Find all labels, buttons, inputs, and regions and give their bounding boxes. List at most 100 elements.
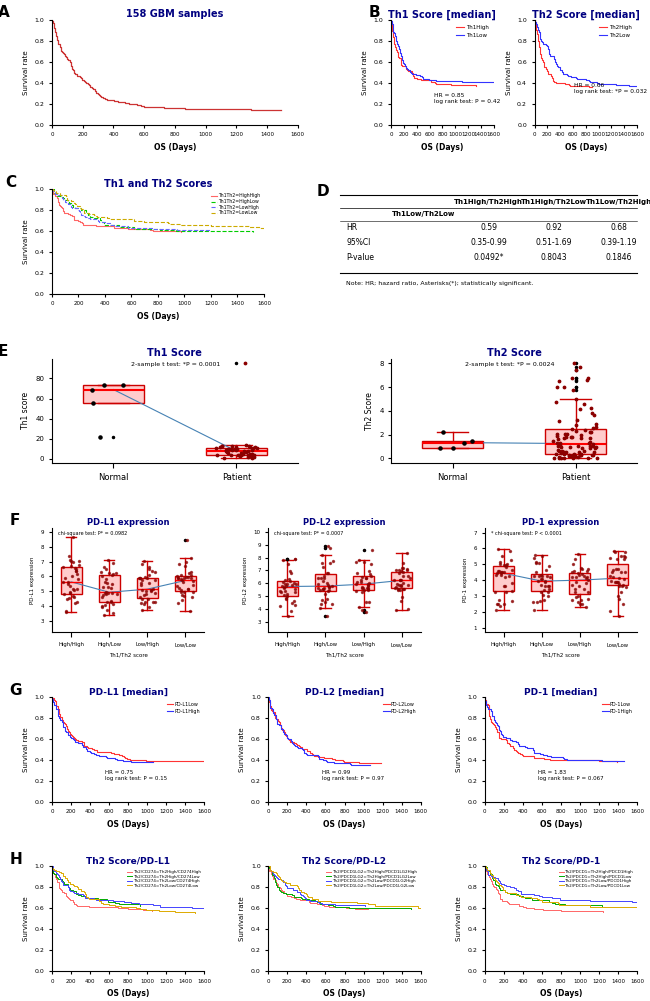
Th2/CD274=Th2Low/CD274Low <box>111 900 119 912</box>
Th2/PDCD1LG2=Th2Low/PDCD1LG2High <box>361 900 369 912</box>
Th2/CD274=Th2Low/CD274High <box>49 864 57 876</box>
Th2/CD274=Th2High/CD274High <box>58 886 66 898</box>
Th2/PDCD1LG2=Th2Low/PDCD1LG2High <box>318 898 326 910</box>
Th2/PDCD1=Th2High/PDCD1Low <box>496 882 504 894</box>
Th2/PDCD1=Th2Low/PDCD1High <box>482 862 489 874</box>
Point <box>150 585 160 601</box>
Th2/CD274=Th2Low/CD274High <box>77 888 85 900</box>
Th2/PDCD1LG2=Th2Low/PDCD1LG2High <box>277 874 285 886</box>
Point <box>227 438 237 454</box>
Th2/CD274=Th2Low/CD274High <box>49 865 57 877</box>
Point <box>97 568 107 584</box>
Th2/CD274=Th2Low/CD274High <box>69 886 77 898</box>
Th2/PDCD1=Th2Low/PDCD1High <box>481 861 489 873</box>
Th2/CD274=Th2High/CD274Low <box>58 875 66 887</box>
Th2/CD274=Th2Low/CD274High <box>127 897 135 909</box>
Point <box>212 446 222 462</box>
Th1Th2=LowHigh <box>68 200 75 212</box>
Point <box>351 584 361 600</box>
Th1Th2=HighHigh <box>55 196 62 208</box>
Point <box>554 443 564 459</box>
Point <box>398 582 409 598</box>
Th1Th2=HighLow <box>68 199 76 211</box>
Text: 0.68: 0.68 <box>611 223 628 232</box>
Th2/PDCD1=Th2Low/PDCD1High <box>482 864 490 876</box>
Th2/CD274=Th2High/CD274High <box>53 872 60 884</box>
Point <box>555 438 566 454</box>
Th2/PDCD1LG2=Th2High/PDCD1LG2High <box>274 879 281 891</box>
Text: 0.8043: 0.8043 <box>541 252 567 261</box>
Th1Th2=HighHigh <box>49 188 57 200</box>
Th2/PDCD1LG2=Th2Low/PDCD1LG2High <box>274 873 281 885</box>
Point <box>252 439 263 455</box>
Point <box>507 576 517 592</box>
Point <box>576 429 586 445</box>
Th2/CD274=Th2Low/CD274High <box>58 877 66 889</box>
Y-axis label: Survival rate: Survival rate <box>362 50 368 94</box>
Point <box>588 420 598 436</box>
Point <box>316 570 326 586</box>
Th1Th2=HighHigh <box>74 215 82 227</box>
Th1Th2=HighLow <box>64 195 72 207</box>
Th1Th2=HighHigh <box>53 193 61 205</box>
Point <box>101 572 111 588</box>
Th2/PDCD1=Th2Low/PDCD1High <box>535 890 543 902</box>
Th2/PDCD1=Th2High/PDCD1High <box>494 886 502 898</box>
Th1Th2=LowLow <box>245 221 253 233</box>
Point <box>500 585 511 601</box>
PathPatch shape <box>99 576 120 602</box>
Th2/PDCD1LG2=Th2High/PDCD1LG2High <box>283 890 291 902</box>
Th2/PDCD1=Th2High/PDCD1Low <box>497 884 504 896</box>
Point <box>570 585 580 601</box>
Point <box>102 595 112 611</box>
Point <box>608 562 618 578</box>
Point <box>140 594 150 610</box>
Point <box>397 555 408 571</box>
Th2/CD274=Th2High/CD274High <box>65 893 73 905</box>
Point <box>246 448 256 464</box>
Th2/PDCD1=Th2High/PDCD1High <box>482 865 490 877</box>
Th1Th2=LowLow <box>52 187 60 199</box>
Th2/PDCD1LG2=Th2High/PDCD1LG2Low <box>305 893 313 905</box>
Point <box>571 589 582 605</box>
Th2/PDCD1=Th2Low/PDCD1Low <box>555 899 563 911</box>
Th2/PDCD1=Th2Low/PDCD1Low <box>504 887 512 899</box>
Th2/CD274=Th2High/CD274Low <box>64 881 72 893</box>
Th2/PDCD1=Th2High/PDCD1High <box>481 863 489 875</box>
Th1Th2=HighHigh <box>76 216 84 228</box>
Title: Th2 Score [median]: Th2 Score [median] <box>532 9 640 19</box>
Th2/CD274=Th2Low/CD274Low <box>117 901 125 913</box>
Legend: Th1Th2=HighHigh, Th1Th2=HighLow, Th1Th2=LowHigh, Th1Th2=LowLow: Th1Th2=HighHigh, Th1Th2=HighLow, Th1Th2=… <box>209 191 262 217</box>
Point <box>435 440 445 456</box>
Th1Th2=HighHigh <box>146 224 154 236</box>
Th2/PDCD1LG2=Th2High/PDCD1LG2Low <box>344 902 352 914</box>
Point <box>232 441 242 457</box>
Th2/CD274=Th2High/CD274Low <box>77 890 85 902</box>
Th1Th2=HighHigh <box>58 201 66 213</box>
Point <box>552 428 562 444</box>
Th2/PDCD1=Th2High/PDCD1Low <box>501 886 509 898</box>
Th2/PDCD1=Th2High/PDCD1High <box>488 878 495 890</box>
Th1Th2=LowLow <box>66 194 74 206</box>
Line: Th2/CD274=Th2Low/CD274High: Th2/CD274=Th2Low/CD274High <box>52 867 235 909</box>
Point <box>242 443 253 459</box>
Line: Th1Th2=HighHigh: Th1Th2=HighHigh <box>52 189 181 232</box>
Point <box>364 595 374 611</box>
Point <box>173 571 183 587</box>
Th2/CD274=Th2Low/CD274High <box>53 868 60 880</box>
Th2/PDCD1=Th2High/PDCD1Low <box>483 863 491 875</box>
Point <box>356 569 367 585</box>
Th1Th2=HighHigh <box>78 217 86 229</box>
Point <box>506 562 517 578</box>
Th2/CD274=Th2High/CD274Low <box>65 881 73 893</box>
Point <box>103 566 114 582</box>
Point <box>135 571 145 587</box>
Text: Th1Low/Th2Low: Th1Low/Th2Low <box>392 211 455 217</box>
Point <box>283 608 293 624</box>
Th2/PDCD1LG2=Th2High/PDCD1LG2High <box>320 900 328 912</box>
Th1Low <box>423 73 431 85</box>
Th1Th2=HighLow <box>96 213 104 225</box>
Th1Th2=HighHigh <box>48 183 56 195</box>
Point <box>608 570 619 586</box>
Point <box>135 570 145 586</box>
